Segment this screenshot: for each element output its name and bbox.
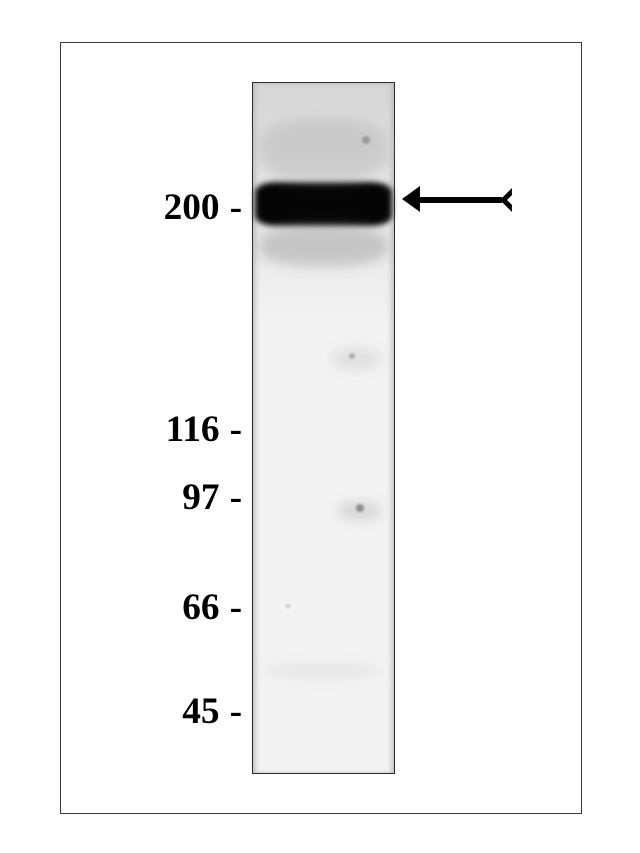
band-indicator-arrow <box>0 0 640 853</box>
arrow-head-icon <box>402 186 420 212</box>
arrow-shaft <box>418 197 502 203</box>
arrow-tail-notch <box>507 188 519 212</box>
western-blot-figure: 200-116-97-66-45- <box>0 0 640 853</box>
